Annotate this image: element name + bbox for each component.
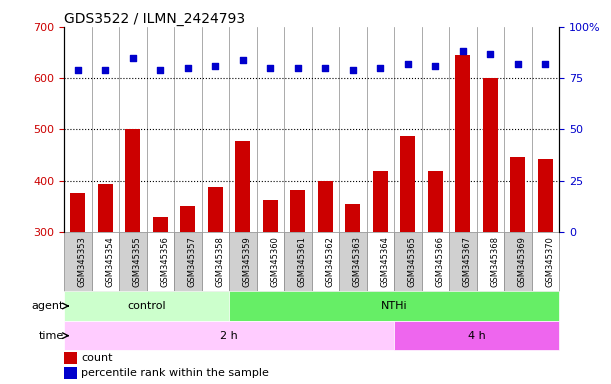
Text: 2 h: 2 h (220, 331, 238, 341)
Bar (180, 206, 196, 232)
Bar (64, 232, 92, 291)
Point (376, 65, 386, 71)
Text: GSM345365: GSM345365 (408, 236, 417, 287)
Bar (147, 232, 174, 291)
Bar (394, 232, 422, 291)
Bar (400, 136, 415, 232)
Text: GSM345363: GSM345363 (353, 236, 362, 287)
Point (128, 55, 138, 61)
Bar (367, 232, 394, 291)
Bar (263, 200, 278, 232)
Text: GSM345359: GSM345359 (243, 236, 252, 287)
Text: control: control (127, 301, 166, 311)
Point (183, 65, 193, 71)
Text: GSM345366: GSM345366 (436, 236, 444, 287)
Point (458, 48, 468, 55)
Point (403, 61, 413, 67)
Bar (229, 291, 559, 321)
Bar (532, 232, 559, 291)
Bar (318, 180, 333, 232)
Text: NTHi: NTHi (381, 301, 408, 311)
Text: GDS3522 / ILMN_2424793: GDS3522 / ILMN_2424793 (64, 12, 245, 26)
Text: time: time (39, 331, 64, 341)
Text: GSM345367: GSM345367 (463, 236, 472, 287)
Bar (257, 232, 284, 291)
Bar (428, 171, 443, 232)
Point (238, 56, 248, 63)
Bar (70, 194, 86, 232)
Bar (125, 129, 141, 232)
Bar (394, 321, 559, 351)
Bar (449, 232, 477, 291)
Bar (153, 217, 168, 232)
Bar (64, 352, 76, 364)
Bar (64, 291, 229, 321)
Bar (345, 204, 360, 232)
Point (210, 63, 221, 69)
Bar (98, 184, 113, 232)
Bar (208, 187, 223, 232)
Text: GSM345362: GSM345362 (326, 236, 334, 287)
Bar (504, 232, 532, 291)
Text: count: count (81, 353, 113, 363)
Bar (510, 157, 525, 232)
Bar (455, 55, 470, 232)
Bar (373, 171, 388, 232)
Point (431, 63, 441, 69)
Text: agent: agent (32, 301, 64, 311)
Text: GSM345364: GSM345364 (381, 236, 389, 287)
Bar (119, 232, 147, 291)
Point (73, 67, 83, 73)
Bar (483, 78, 498, 232)
Bar (477, 232, 504, 291)
Text: GSM345357: GSM345357 (188, 236, 197, 287)
Text: GSM345354: GSM345354 (106, 236, 114, 287)
Text: GSM345356: GSM345356 (161, 236, 169, 287)
Text: percentile rank within the sample: percentile rank within the sample (81, 368, 269, 378)
Bar (422, 232, 449, 291)
Text: GSM345355: GSM345355 (133, 236, 142, 287)
Bar (229, 232, 257, 291)
Point (486, 50, 496, 56)
Text: GSM345358: GSM345358 (216, 236, 224, 287)
Bar (312, 232, 339, 291)
Bar (538, 159, 553, 232)
Text: GSM345353: GSM345353 (78, 236, 87, 287)
Text: GSM345361: GSM345361 (298, 236, 307, 287)
Bar (290, 190, 306, 232)
Bar (339, 232, 367, 291)
Bar (202, 232, 229, 291)
Bar (64, 367, 76, 379)
Text: GSM345369: GSM345369 (518, 236, 527, 287)
Text: GSM345370: GSM345370 (546, 236, 554, 287)
Bar (92, 232, 119, 291)
Bar (284, 232, 312, 291)
Point (156, 67, 166, 73)
Bar (235, 141, 251, 232)
Point (100, 67, 111, 73)
Bar (174, 232, 202, 291)
Text: GSM345368: GSM345368 (491, 236, 499, 287)
Point (348, 67, 358, 73)
Point (541, 61, 551, 67)
Point (321, 65, 331, 71)
Point (293, 65, 303, 71)
Bar (64, 321, 394, 351)
Point (266, 65, 276, 71)
Point (513, 61, 523, 67)
Text: GSM345360: GSM345360 (271, 236, 279, 287)
Text: 4 h: 4 h (467, 331, 486, 341)
